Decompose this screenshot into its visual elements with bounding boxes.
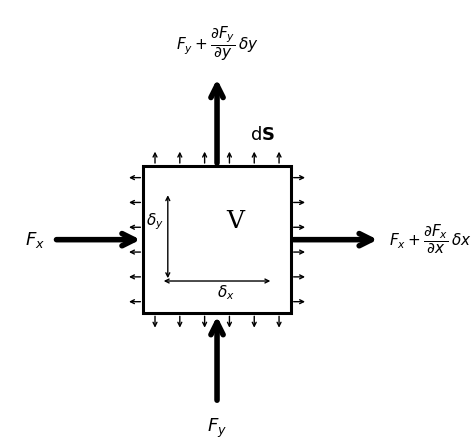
Text: $\mathrm{d}\mathbf{S}$: $\mathrm{d}\mathbf{S}$ xyxy=(249,126,274,144)
Text: $F_y + \dfrac{\partial F_y}{\partial y}\,\delta y$: $F_y + \dfrac{\partial F_y}{\partial y}\… xyxy=(176,24,258,63)
Bar xyxy=(143,166,291,314)
Text: $F_x + \dfrac{\partial F_x}{\partial x}\,\delta x$: $F_x + \dfrac{\partial F_x}{\partial x}\… xyxy=(389,223,472,256)
Text: $\delta_y$: $\delta_y$ xyxy=(146,211,163,232)
Text: V: V xyxy=(226,210,244,233)
Text: $F_y$: $F_y$ xyxy=(207,417,227,439)
Text: $F_x$: $F_x$ xyxy=(25,230,45,250)
Text: $\delta_x$: $\delta_x$ xyxy=(217,284,235,302)
